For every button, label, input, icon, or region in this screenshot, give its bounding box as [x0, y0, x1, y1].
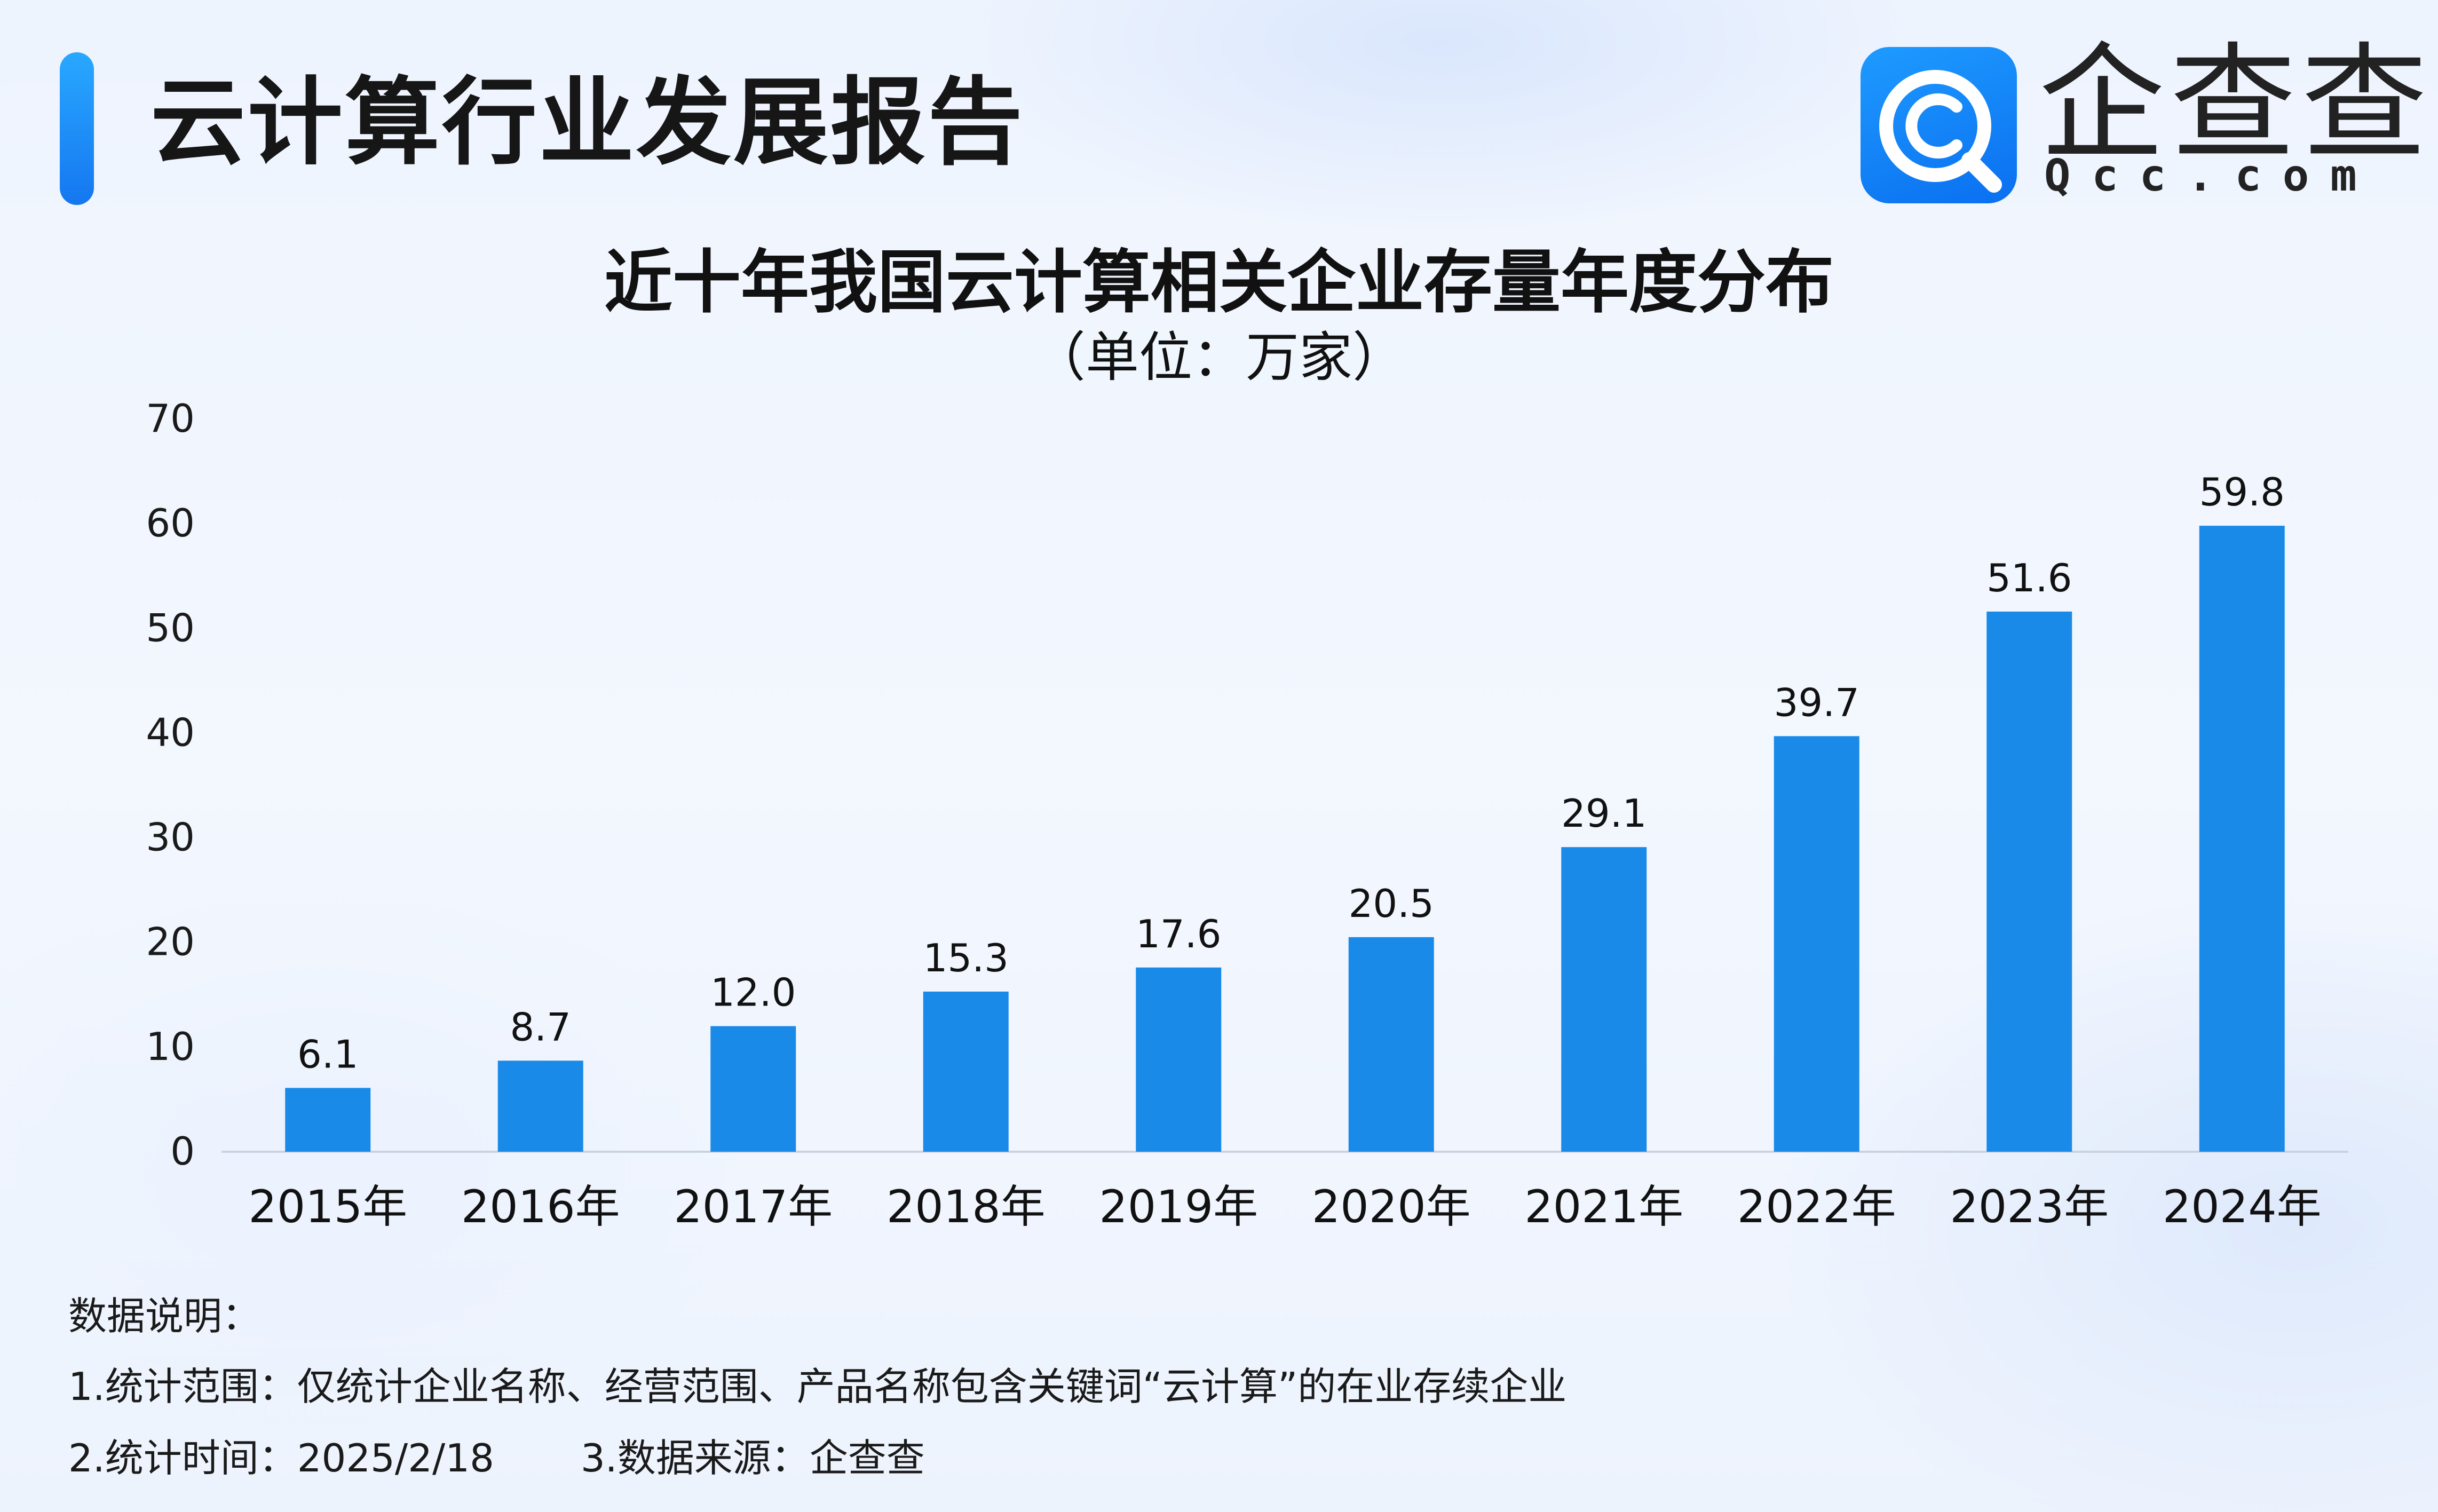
y-tick-label: 40 — [146, 710, 195, 755]
bar-value-label: 6.1 — [297, 1032, 359, 1076]
chart-subtitle: （单位：万家） — [1032, 326, 1406, 389]
bar — [1561, 847, 1647, 1152]
bar-value-label: 29.1 — [1561, 791, 1647, 836]
bar-value-label: 51.6 — [1986, 556, 2072, 600]
y-tick-label: 50 — [146, 605, 195, 650]
x-tick-label: 2015年 — [248, 1181, 407, 1233]
y-tick-label: 30 — [146, 815, 195, 860]
bar — [1348, 937, 1434, 1152]
x-tick-label: 2022年 — [1737, 1181, 1896, 1233]
data-notes-time: 2.统计时间：2025/2/18 — [68, 1436, 494, 1481]
bar — [285, 1088, 371, 1152]
y-tick-label: 0 — [170, 1129, 195, 1174]
chart-title: 近十年我国云计算相关企业存量年度分布 — [604, 243, 1834, 322]
bar-value-label: 20.5 — [1349, 881, 1434, 926]
y-tick-label: 70 — [146, 396, 195, 441]
bar-value-label: 39.7 — [1774, 680, 1859, 725]
data-notes-source: 3.数据来源：企查查 — [581, 1436, 925, 1481]
bar-chart: 0 10 20 30 40 50 60 70 6.1 2015年 8.7 2016年 12.0 2017年… — [146, 396, 2348, 1233]
x-tick-label: 2016年 — [461, 1181, 620, 1233]
x-tick-label: 2020年 — [1312, 1181, 1471, 1233]
title-accent-bar — [60, 52, 94, 205]
data-notes-scope: 1.统计范围：仅统计企业名称、经营范围、产品名称包含关键词“云计算”的在业存续企… — [68, 1364, 1567, 1409]
logo-name: 企查查 — [2039, 30, 2433, 177]
bar — [1774, 736, 1859, 1152]
y-tick-label: 10 — [146, 1024, 195, 1069]
y-tick-label: 20 — [146, 920, 195, 964]
x-tick-label: 2018年 — [886, 1181, 1046, 1233]
x-tick-label: 2023年 — [1950, 1181, 2109, 1233]
x-tick-label: 2017年 — [674, 1181, 833, 1233]
x-tick-label: 2019年 — [1099, 1181, 1258, 1233]
bar — [923, 991, 1009, 1152]
bar — [497, 1060, 583, 1152]
bar — [1136, 967, 1222, 1152]
qcc-magnifier-icon — [1861, 47, 2017, 203]
data-notes-header: 数据说明： — [68, 1294, 261, 1339]
bar — [2199, 526, 2285, 1152]
x-tick-label: 2021年 — [1524, 1181, 1683, 1233]
bar-value-label: 15.3 — [923, 936, 1009, 980]
bar-value-label: 8.7 — [510, 1004, 571, 1049]
logo-domain: Qcc.com — [2044, 151, 2378, 201]
report-title: 云计算行业发展报告 — [151, 67, 1025, 178]
bar-value-label: 17.6 — [1136, 912, 1221, 956]
bar — [1986, 611, 2072, 1152]
bar-value-label: 12.0 — [710, 970, 796, 1015]
bar — [710, 1026, 796, 1152]
bar-value-label: 59.8 — [2199, 470, 2285, 514]
x-tick-label: 2024年 — [2163, 1181, 2322, 1233]
y-tick-label: 60 — [146, 501, 195, 545]
